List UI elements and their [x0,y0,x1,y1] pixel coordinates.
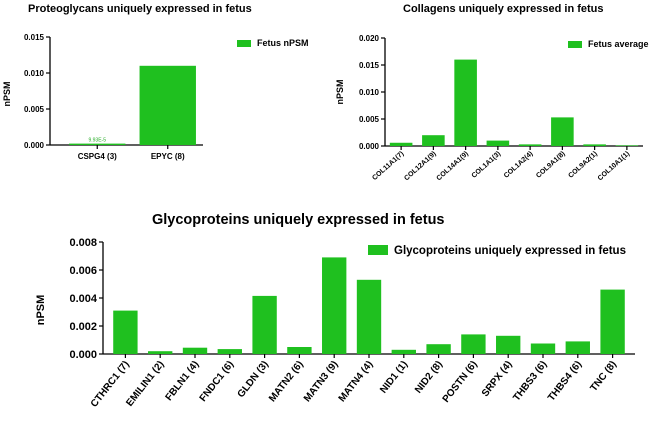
chart2-legend-label: Fetus average [588,39,649,49]
chart3-y-axis-label: nPSM [35,295,47,326]
chart1-title: Proteoglycans uniquely expressed in fetu… [28,3,252,15]
chart3-category-label: SRPX (4) [480,359,515,399]
chart3-bar [461,334,486,354]
chart3-bar [217,349,242,354]
chart3-bar [287,347,312,354]
chart3-y-tick-label: 0.006 [69,265,97,277]
chart3-y-tick-label: 0.004 [69,293,97,305]
chart1-category-label: CSPG4 (3) [78,152,117,161]
chart1-y-tick-label: 0.000 [24,141,45,150]
chart3-category-label: THBS3 (6) [511,359,549,403]
chart3-title: Glycoproteins uniquely expressed in fetu… [152,212,445,228]
chart3-category-label: NID2 (8) [413,359,445,396]
chart3-category-label: POSTN (6) [441,359,480,405]
chart2-bar [583,144,606,146]
chart3-bar [182,347,208,354]
chart3-y-tick-label: 0.002 [69,321,97,333]
chart2-category-label: COL9A1(8) [535,150,567,179]
chart2-y-tick-label: 0.020 [359,34,380,43]
chart3-bar [391,349,416,354]
chart2-bar [518,144,542,146]
chart2-category-label: COL1A1(3) [471,150,503,179]
chart2-y-tick-label: 0.005 [359,115,380,124]
chart3-bar [426,344,451,354]
chart1-legend-swatch [237,40,251,47]
chart2-bar [551,117,574,146]
chart2-bar [615,145,639,146]
chart2-category-label: COL10A1(1) [597,150,631,182]
chart3-category-label: MATN4 (4) [337,359,376,404]
chart2-title: Collagens uniquely expressed in fetus [403,3,604,15]
chart3-bar [148,351,173,354]
chart3-legend-label: Glycoproteins uniquely expressed in fetu… [394,245,626,257]
chart1-bar [69,143,126,145]
chart2-y-tick-label: 0.000 [359,142,380,151]
chart-proteoglycans: Proteoglycans uniquely expressed in fetu… [2,3,309,161]
chart2-y-axis-label: nPSM [335,79,345,104]
chart1-y-tick-label: 0.015 [24,33,45,42]
chart2-category-label: COL14A1(9) [435,150,469,182]
chart3-bar [252,295,277,354]
chart3-bar [565,341,590,354]
chart3-category-label: NID1 (1) [378,359,410,396]
chart1-data-label: 9.93E-5 [88,138,106,144]
chart1-bar [139,65,196,145]
chart2-category-label: COL1A2(4) [503,150,535,179]
chart2-y-tick-label: 0.015 [359,61,380,70]
chart3-category-label: MATN2 (6) [267,359,306,404]
chart3-category-label: GLDN (3) [236,359,271,400]
chart2-category-label: COL9A2(1) [567,150,599,179]
chart3-bar [113,310,138,354]
chart2-bar [389,142,413,146]
chart1-category-label: EPYC (8) [151,152,185,161]
chart-glycoproteins: Glycoproteins uniquely expressed in fetu… [35,212,635,410]
chart3-bar [530,343,556,354]
chart3-category-label: FNDC1 (6) [198,359,236,404]
chart2-bar [422,135,445,146]
chart1-y-axis-label: nPSM [2,81,12,106]
chart3-category-label: TNC (8) [588,359,619,394]
chart3-bar [496,335,521,354]
chart2-category-label: COL11A1(7) [371,150,405,182]
chart2-legend-swatch [568,41,582,48]
chart3-bar [356,279,382,354]
chart1-y-tick-label: 0.010 [24,69,45,78]
chart1-legend-label: Fetus nPSM [257,38,309,48]
chart3-legend-swatch [368,245,388,255]
chart3-y-tick-label: 0.008 [69,237,97,249]
chart3-y-tick-label: 0.000 [69,349,97,361]
chart2-category-label: COL12A1(9) [403,150,437,182]
chart3-bar [600,289,625,354]
chart1-y-tick-label: 0.005 [24,105,45,114]
chart2-bar [486,140,510,146]
chart3-category-label: MATN3 (9) [302,359,341,404]
chart2-bar [454,59,477,146]
chart-collagens: Collagens uniquely expressed in fetus nP… [335,3,649,182]
chart3-bar [322,257,347,354]
chart3-category-label: FBLN1 (4) [164,359,202,403]
chart2-y-tick-label: 0.010 [359,88,380,97]
chart3-category-label: THBS4 (6) [546,359,584,403]
